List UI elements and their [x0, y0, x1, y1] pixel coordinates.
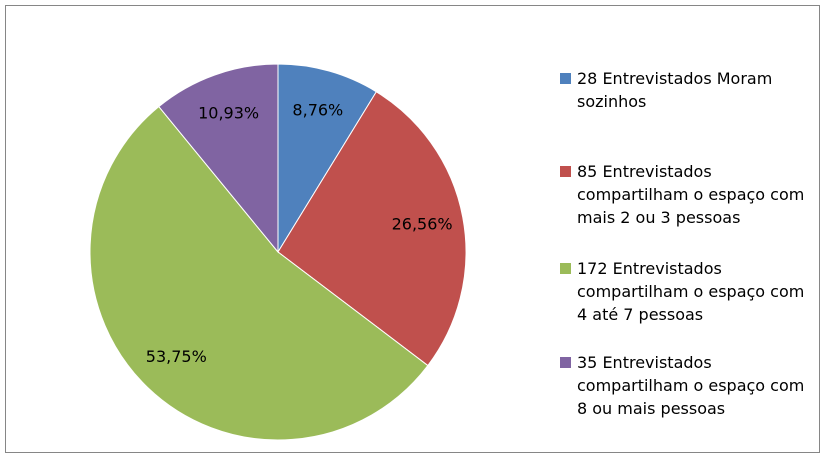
data-label: 10,93% [198, 103, 259, 122]
legend-swatch [560, 166, 571, 177]
legend-swatch [560, 73, 571, 84]
chart-frame [5, 5, 820, 453]
legend-label: 35 Entrevistados compartilham o espaço c… [577, 353, 805, 418]
legend-item: 85 Entrevistados compartilham o espaço c… [560, 160, 810, 229]
data-label: 26,56% [392, 214, 453, 233]
legend-item: 35 Entrevistados compartilham o espaço c… [560, 351, 810, 420]
pie-slice [89, 105, 429, 441]
pie-slice [277, 63, 378, 254]
legend-item: 172 Entrevistados compartilham o espaço … [560, 257, 810, 326]
data-label: 53,75% [146, 347, 207, 366]
legend-label: 28 Entrevistados Moram sozinhos [577, 69, 773, 111]
pie-slice [277, 91, 467, 367]
legend-swatch [560, 263, 571, 274]
legend-swatch [560, 357, 571, 368]
data-label: 8,76% [292, 100, 343, 119]
pie-slice [158, 63, 279, 254]
legend-label: 172 Entrevistados compartilham o espaço … [577, 259, 805, 324]
legend-item: 28 Entrevistados Moram sozinhos [560, 67, 810, 113]
legend-label: 85 Entrevistados compartilham o espaço c… [577, 162, 805, 227]
